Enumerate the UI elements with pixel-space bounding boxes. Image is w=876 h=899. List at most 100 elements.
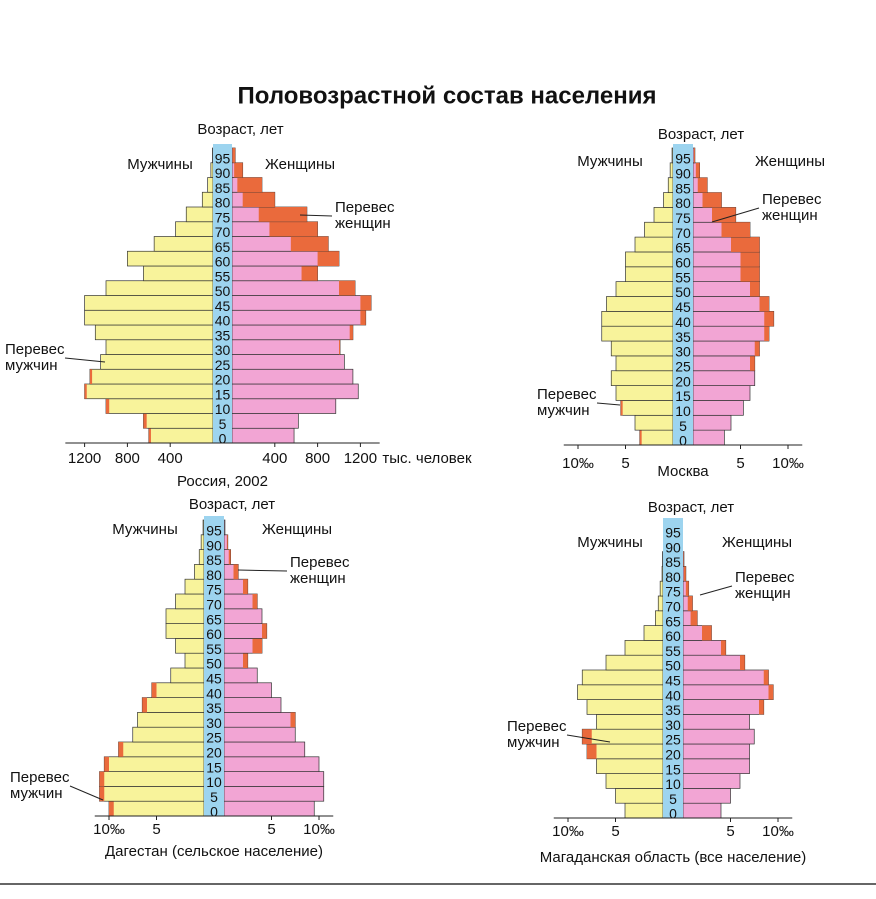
age-label: 10 [215,401,231,417]
female-excess [349,325,353,340]
annotation: Перевес [762,191,822,208]
age-label: 25 [675,358,691,374]
female-bar [682,758,750,774]
x-tick-label: 400 [262,450,287,467]
male-bar [141,697,205,713]
y-axis-title: Возраст, лет [197,121,283,138]
female-excess [252,594,258,609]
female-excess [339,339,341,355]
male-bar [671,147,674,164]
female-excess [702,192,722,208]
annotation: Перевес [5,341,65,358]
male-excess [142,697,147,713]
age-label: 55 [665,643,681,659]
age-label: 70 [665,599,681,615]
male-excess [109,801,114,816]
age-label: 55 [675,269,691,285]
annotation-leader [299,214,333,217]
male-bar [624,640,664,656]
female-bar [223,593,258,610]
male-bar [170,667,205,684]
caption: Москва [657,463,709,480]
female-bar [682,773,741,789]
male-bar [127,250,214,267]
female-bar [223,786,325,802]
female-label: Женщины [755,153,825,170]
female-bar [692,340,760,357]
age-label: 5 [210,789,218,805]
x-tick-label: 10‰ [772,455,804,472]
male-bar [99,786,205,802]
male-bar [175,638,205,654]
female-excess [690,610,698,626]
female-bar [682,640,727,656]
female-excess [712,207,736,223]
male-bar [94,324,214,341]
x-unit: тыс. человек [382,450,472,467]
age-label: 95 [215,150,231,166]
female-excess [759,296,769,312]
female-excess [740,251,760,267]
male-excess [89,369,93,384]
female-bar [692,325,770,342]
female-label: Женщины [265,156,335,173]
male-bar [663,192,674,208]
age-label: 70 [675,225,691,241]
female-label: Женщины [722,534,792,551]
age-strip [663,518,683,818]
female-bar [223,608,263,624]
annotation-leader [64,357,106,363]
age-label: 50 [675,284,691,300]
female-excess [740,655,745,670]
x-tick-label: 10‰ [303,821,335,838]
annotation: Перевес [537,386,597,403]
caption: Россия, 2002 [177,473,268,490]
male-bar [99,771,205,787]
female-bar [692,370,756,386]
female-excess [232,148,236,163]
age-label: 35 [675,329,691,345]
male-excess [99,771,105,787]
female-excess [269,221,318,237]
male-bar [84,309,214,326]
age-label: 90 [665,539,681,555]
male-bar [634,236,674,253]
male-bar [669,162,674,179]
age-label: 95 [675,151,691,167]
male-bar [132,726,205,743]
male-bar [620,400,674,416]
age-label: 55 [215,268,231,284]
female-excess [243,653,248,668]
annotation: Перевес [10,769,70,786]
female-excess [693,148,695,163]
female-bar [682,714,750,730]
male-bar [198,549,205,565]
age-label: 90 [206,537,222,553]
age-label: 25 [665,732,681,748]
female-bar [223,712,296,728]
female-excess [763,670,769,685]
male-bar [634,414,674,431]
x-tick-label: 5 [736,455,744,472]
female-excess [242,192,275,207]
male-bar [143,413,214,429]
age-label: 70 [215,224,231,240]
age-label: 60 [206,626,222,642]
male-excess [118,742,124,757]
male-bar [84,383,214,400]
age-label: 85 [206,552,222,568]
male-excess [587,744,597,759]
male-bar [644,221,674,238]
male-bar [615,355,674,372]
female-bar [682,743,750,760]
age-label: 60 [675,255,691,271]
female-bar [231,280,356,296]
male-bar [118,741,205,758]
female-excess [695,162,700,178]
age-label: 60 [215,254,231,270]
female-excess [702,625,712,641]
female-bar [223,771,325,787]
male-bar [103,756,205,772]
annotation: Перевес [335,199,395,216]
